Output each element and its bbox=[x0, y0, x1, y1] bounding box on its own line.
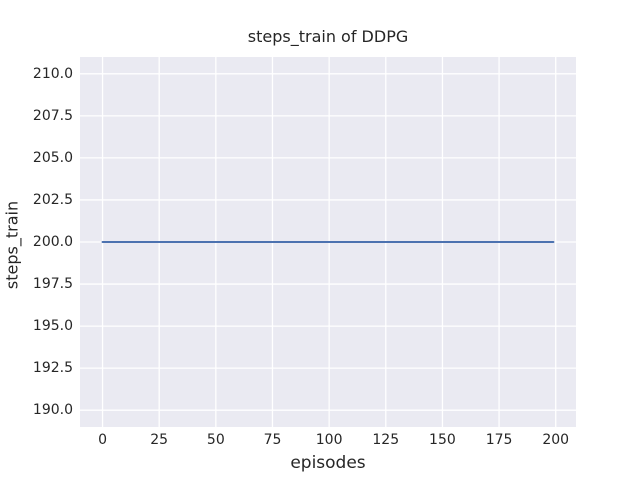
y-tick-label: 192.5 bbox=[32, 360, 73, 377]
x-tick-label: 175 bbox=[485, 432, 513, 448]
y-axis-label: steps_train bbox=[2, 200, 22, 290]
y-tick-label: 210.0 bbox=[32, 65, 73, 82]
plot-canvas bbox=[80, 57, 576, 427]
x-tick-label: 50 bbox=[206, 432, 225, 448]
y-tick-label: 197.5 bbox=[32, 276, 73, 293]
x-tick-label: 75 bbox=[263, 432, 282, 448]
y-tick-label: 190.0 bbox=[32, 402, 73, 419]
x-tick-label: 125 bbox=[372, 432, 400, 448]
y-tick-label: 200.0 bbox=[32, 234, 73, 250]
x-tick-label: 25 bbox=[150, 432, 169, 448]
y-tick-label: 202.5 bbox=[32, 191, 73, 208]
x-tick-label: 0 bbox=[98, 432, 107, 448]
x-tick-label: 200 bbox=[542, 432, 570, 448]
y-tick-label: 207.5 bbox=[32, 107, 73, 124]
x-tick-label: 150 bbox=[429, 432, 456, 448]
y-tick-label: 195.0 bbox=[32, 318, 73, 335]
chart-title: steps_train of DDPG bbox=[247, 27, 409, 46]
x-axis-label: episodes bbox=[290, 453, 366, 473]
y-tick-label: 205.0 bbox=[32, 149, 73, 166]
plot-area bbox=[80, 57, 576, 427]
x-tick-label: 100 bbox=[315, 432, 343, 448]
